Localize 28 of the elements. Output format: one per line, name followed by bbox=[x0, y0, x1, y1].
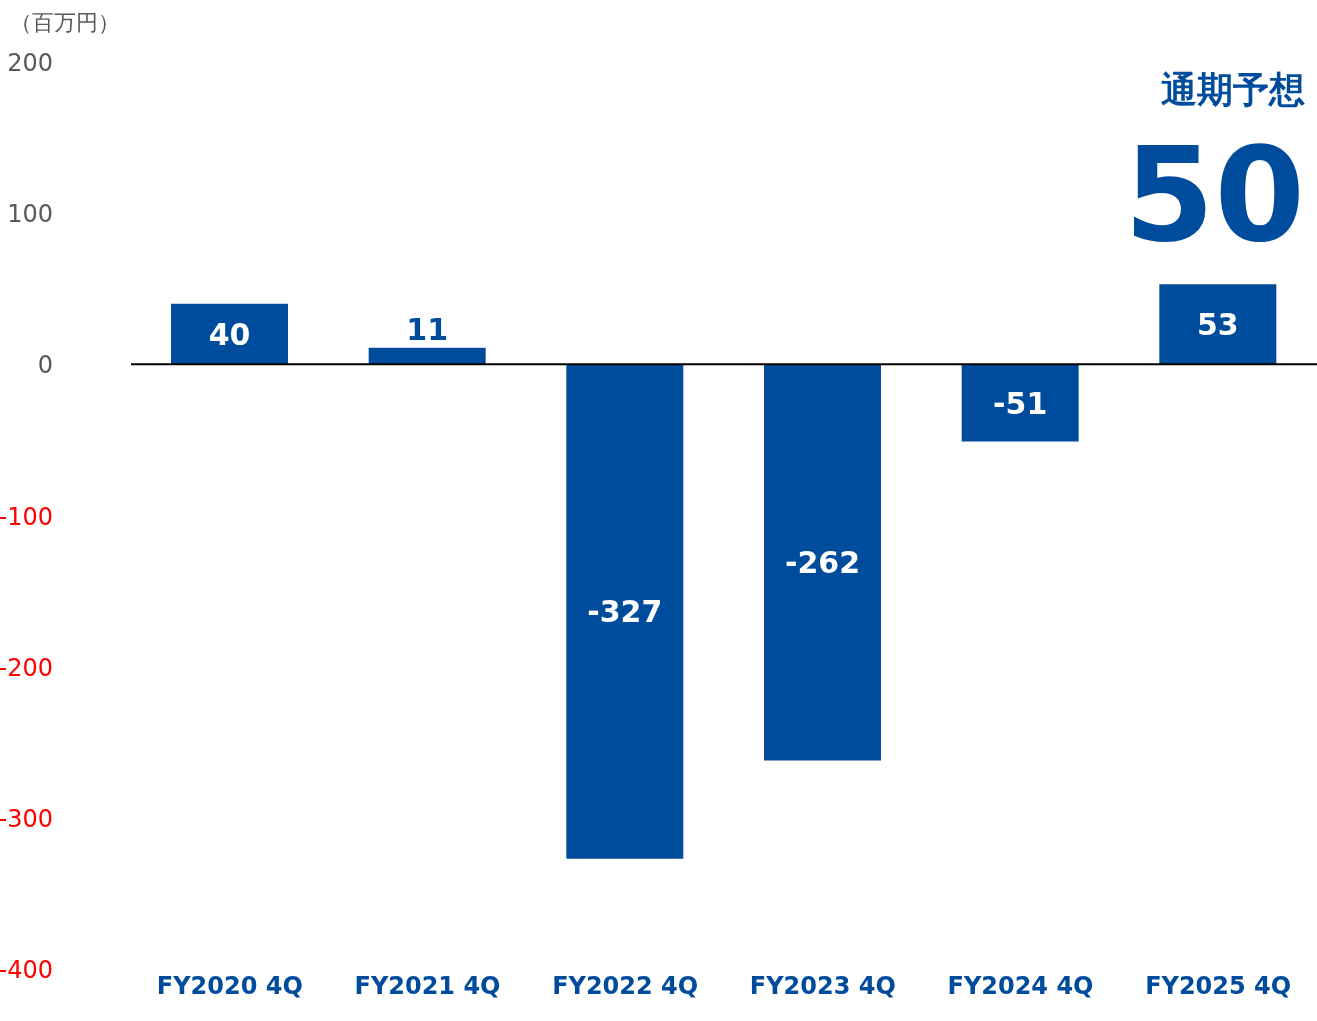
annotation: 50 bbox=[1124, 119, 1305, 271]
x-tick-label: FY2020 4Q bbox=[156, 972, 303, 1001]
x-tick-label: FY2025 4Q bbox=[1145, 972, 1292, 1001]
y-tick-label: 200 bbox=[7, 49, 53, 77]
data-label: 11 bbox=[406, 311, 449, 347]
y-tick-label: -100 bbox=[0, 502, 53, 531]
y-tick-label: 0 bbox=[37, 351, 53, 380]
y-tick-label: -300 bbox=[0, 804, 53, 833]
data-label: 40 bbox=[208, 317, 251, 353]
x-tick-label: FY2021 4Q bbox=[354, 972, 501, 1001]
x-tick-label: FY2022 4Q bbox=[552, 972, 699, 1001]
y-tick-label: -200 bbox=[0, 653, 53, 682]
annotation: 通期予想 bbox=[1161, 69, 1305, 110]
y-axis-title: （百万円） bbox=[10, 9, 120, 37]
y-tick-label: -400 bbox=[0, 956, 53, 984]
bar bbox=[566, 364, 684, 859]
y-tick-label: 100 bbox=[7, 200, 53, 229]
data-label: -262 bbox=[784, 545, 861, 581]
x-tick-label: FY2024 4Q bbox=[947, 972, 1094, 1001]
bar bbox=[1159, 284, 1277, 365]
data-label: -327 bbox=[587, 594, 663, 630]
data-label: 53 bbox=[1196, 307, 1239, 343]
bar bbox=[368, 347, 486, 365]
bar bbox=[764, 364, 881, 761]
bar bbox=[171, 303, 288, 365]
x-tick-label: FY2023 4Q bbox=[749, 972, 896, 1001]
data-label: -51 bbox=[993, 385, 1048, 421]
bar bbox=[961, 364, 1079, 442]
